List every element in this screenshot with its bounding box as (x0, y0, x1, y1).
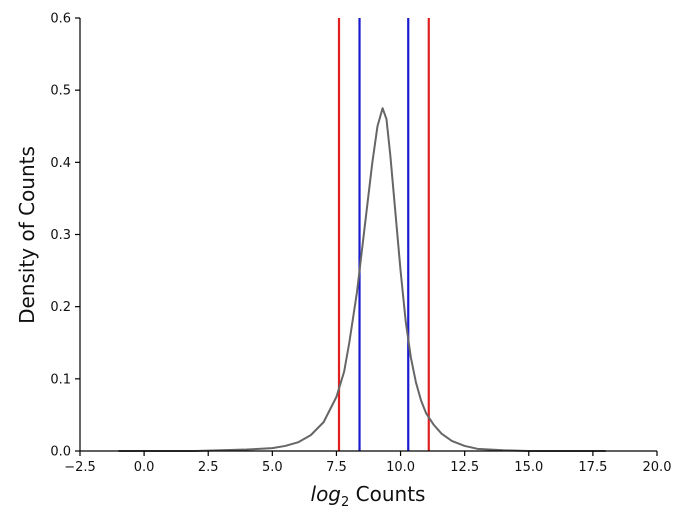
y-tick-label: 0.2 (50, 300, 71, 315)
y-tick-label: 0.3 (50, 228, 71, 243)
x-tick-label: 10.0 (386, 460, 415, 475)
y-tick-label: 0.4 (50, 156, 71, 171)
x-tick-label: 12.5 (450, 460, 479, 475)
y-tick-label: 0.1 (50, 372, 71, 387)
x-tick-label: 5.0 (262, 460, 283, 475)
x-tick-label: 7.5 (326, 460, 347, 475)
y-tick-label: 0.6 (50, 12, 71, 27)
x-tick-label: 2.5 (198, 460, 219, 475)
y-tick-label: 0.0 (50, 445, 71, 460)
x-axis-label: log2 Counts (311, 482, 426, 510)
density-curve-1 (118, 107, 606, 452)
x-tick-label: 17.5 (578, 460, 607, 475)
x-tick-label: −2.5 (64, 460, 96, 475)
y-axis-label: Density of Counts (15, 146, 39, 324)
x-tick-label: 0.0 (134, 460, 155, 475)
x-tick-label: 15.0 (514, 460, 543, 475)
y-tick-label: 0.5 (50, 84, 71, 99)
x-tick-label: 20.0 (643, 460, 672, 475)
